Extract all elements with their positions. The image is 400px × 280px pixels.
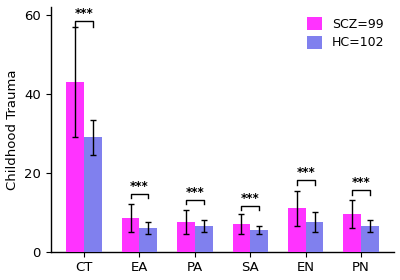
Bar — [66, 82, 84, 252]
Text: ***: *** — [75, 7, 94, 20]
Text: ***: *** — [241, 192, 260, 205]
Bar — [306, 222, 324, 252]
Text: ***: *** — [296, 166, 315, 179]
Bar — [84, 137, 102, 252]
Bar — [122, 218, 140, 252]
Bar — [177, 222, 195, 252]
Text: ***: *** — [186, 186, 204, 199]
Bar — [288, 208, 306, 252]
Text: ***: *** — [130, 180, 149, 193]
Bar — [250, 230, 268, 252]
Bar — [361, 226, 379, 252]
Bar — [195, 226, 213, 252]
Bar — [343, 214, 361, 252]
Text: ***: *** — [352, 176, 370, 189]
Bar — [140, 228, 157, 252]
Legend: SCZ=99, HC=102: SCZ=99, HC=102 — [303, 13, 388, 53]
Y-axis label: Childhood Trauma: Childhood Trauma — [6, 69, 18, 190]
Bar — [232, 224, 250, 252]
